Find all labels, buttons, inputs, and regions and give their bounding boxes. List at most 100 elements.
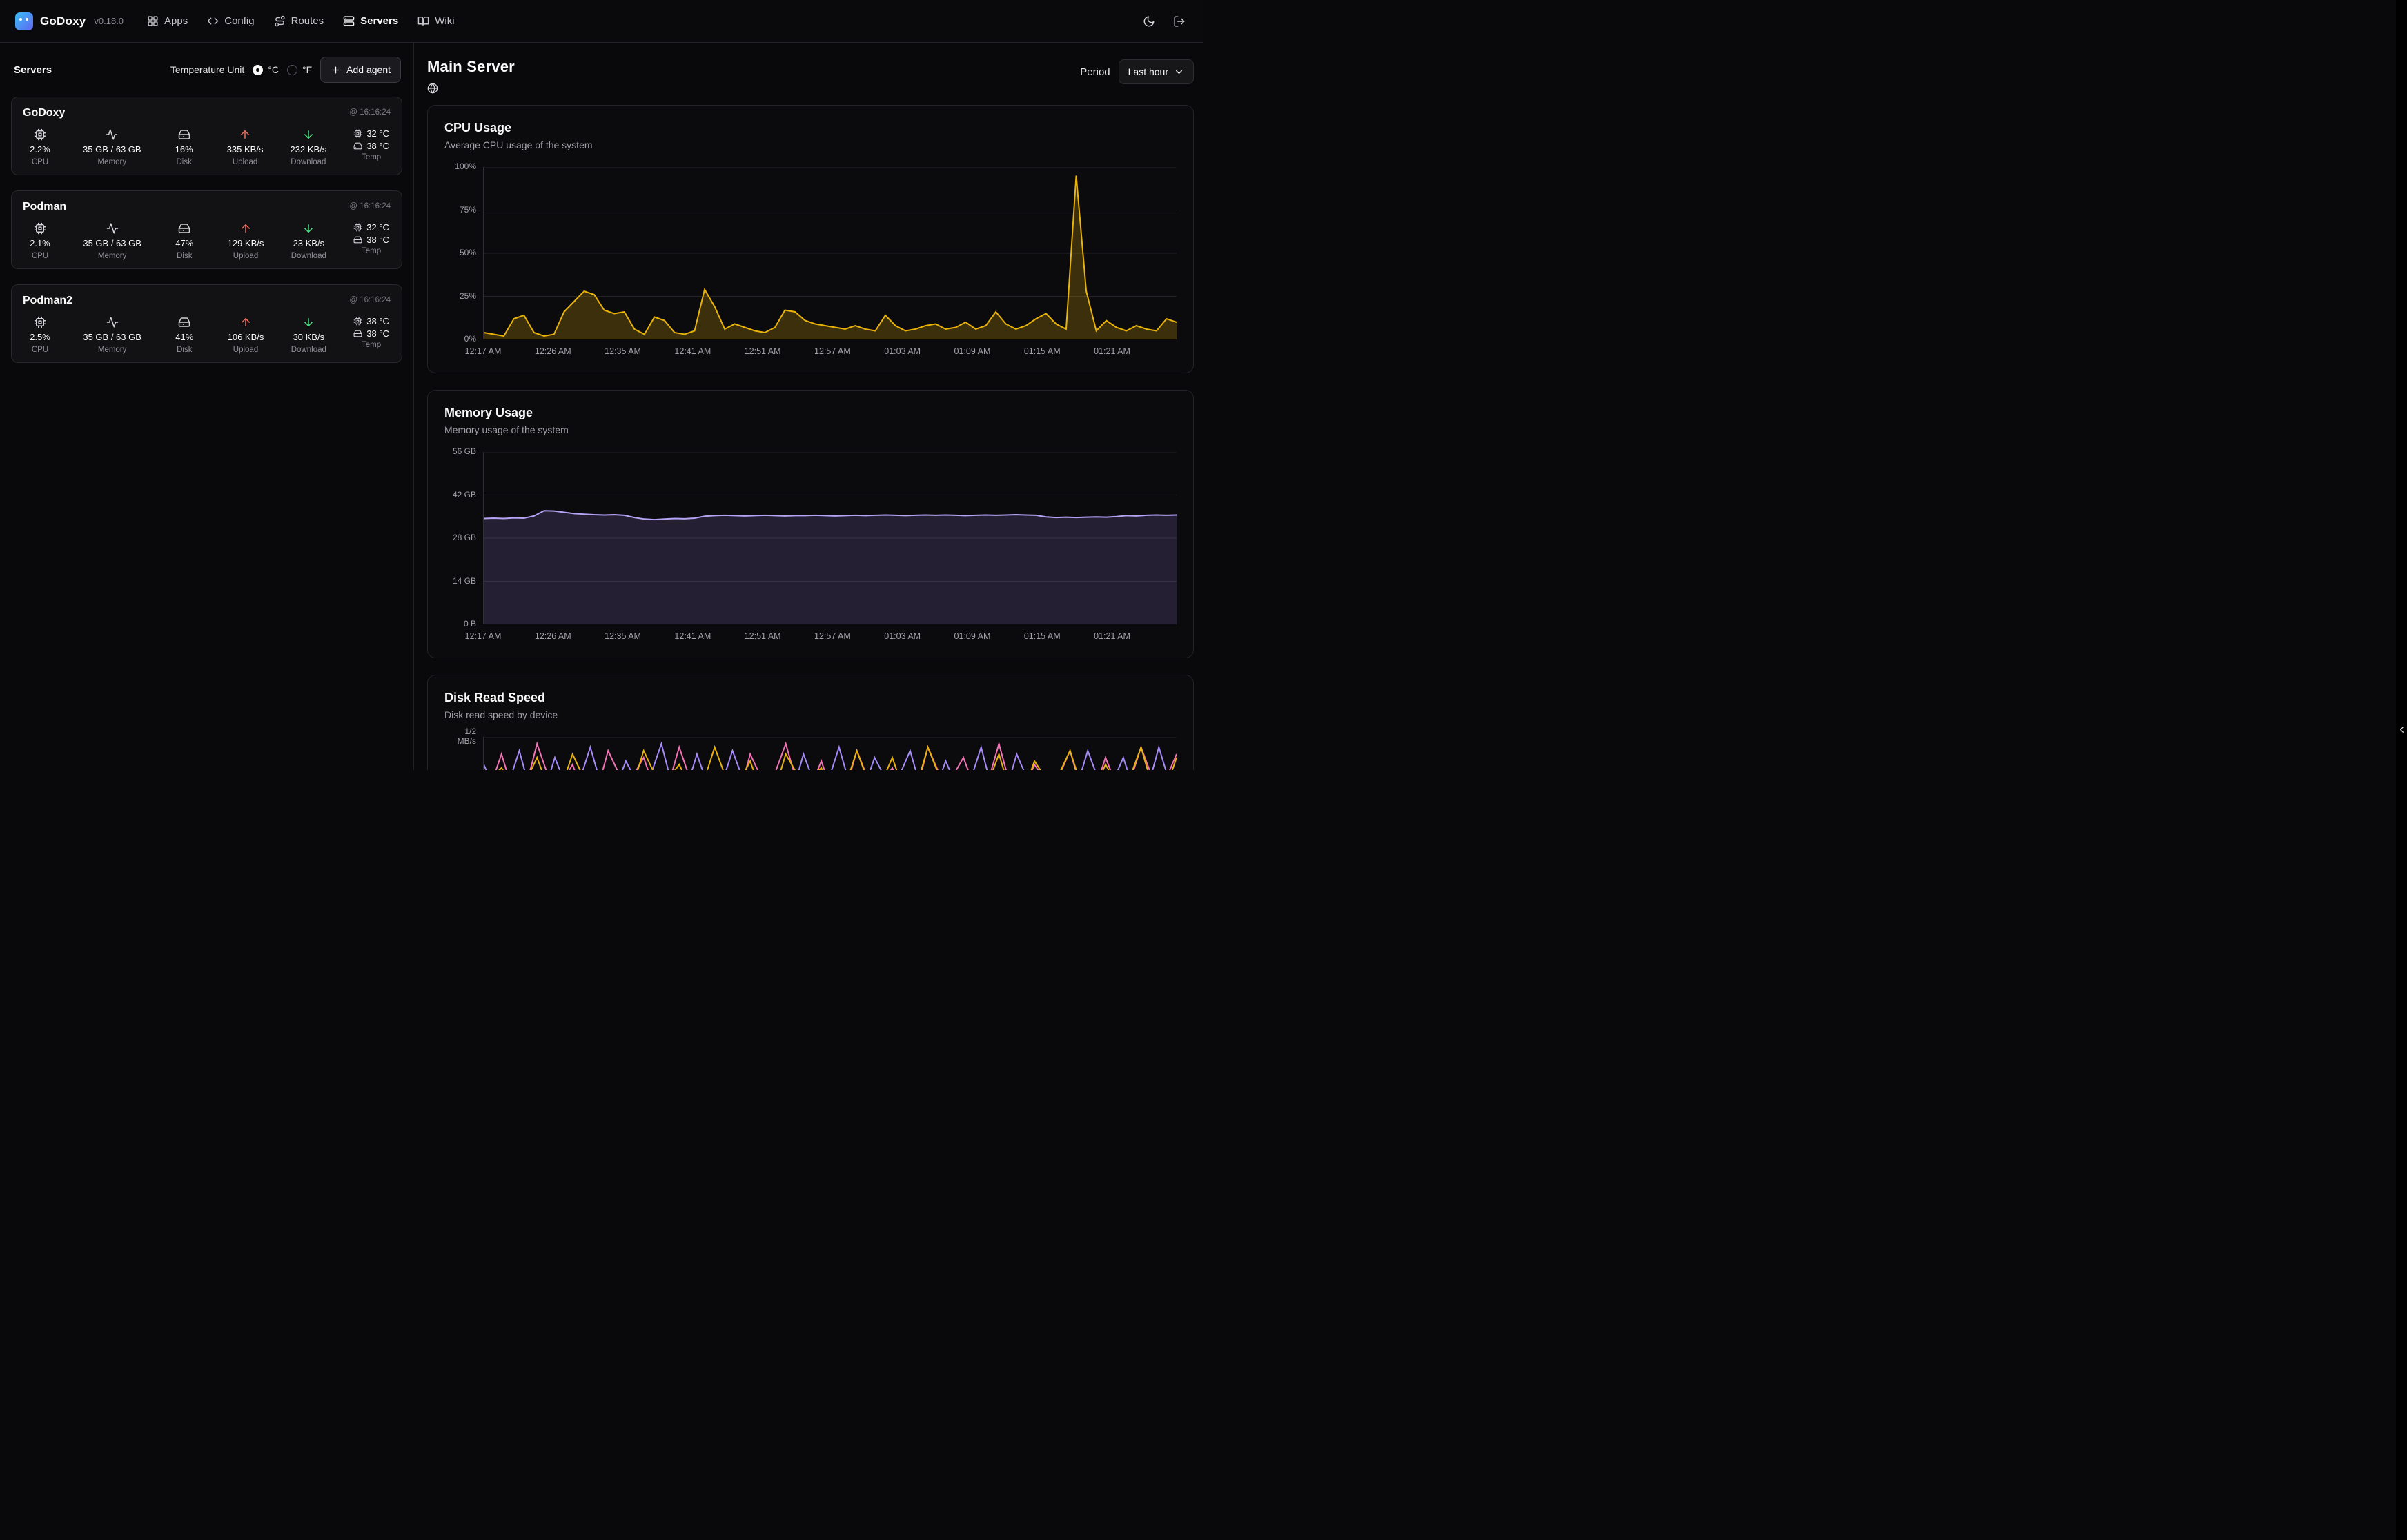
x-axis-label: 12:26 AM	[534, 631, 571, 641]
globe-icon[interactable]	[427, 83, 438, 94]
x-axis-label: 01:03 AM	[884, 346, 921, 356]
stat-value: 106 KB/s	[227, 332, 264, 342]
main-nav: Apps Config Routes Servers Wiki	[147, 15, 1143, 27]
x-axis-label: 12:41 AM	[674, 631, 711, 641]
stat-value: 2.2%	[30, 144, 50, 155]
stat-disk: 47% Disk	[168, 222, 200, 260]
series-area	[484, 175, 1177, 339]
period-label: Period	[1080, 66, 1110, 78]
stat-value: 335 KB/s	[226, 144, 264, 155]
y-axis-label: 50%	[459, 248, 476, 258]
stat-value: 23 KB/s	[293, 238, 325, 248]
navbar-actions	[1143, 15, 1186, 28]
chevron-down-icon	[1174, 67, 1184, 77]
stat-value: 2.5%	[30, 332, 50, 342]
collapse-panel-handle[interactable]	[2396, 724, 2407, 735]
x-axis-label: 12:51 AM	[744, 631, 781, 641]
stat-temperature: 32 °C 38 °C Temp	[353, 128, 389, 166]
nav-item-label: Routes	[291, 15, 324, 27]
temp-unit-fahrenheit-radio[interactable]: °F	[287, 64, 312, 75]
chart-title: CPU Usage	[444, 121, 512, 135]
sidebar-title: Servers	[14, 63, 52, 76]
nav-item-servers[interactable]: Servers	[343, 15, 398, 27]
godoxy-logo	[15, 12, 33, 30]
cpu-chip-icon	[353, 317, 362, 326]
app-title: GoDoxy	[40, 14, 86, 28]
stat-disk: 41% Disk	[168, 316, 200, 354]
arrow-down-icon	[302, 316, 315, 328]
add-agent-button[interactable]: Add agent	[320, 57, 401, 83]
server-card-podman[interactable]: Podman @ 16:16:24 2.1% CPU 35 GB / 63 GB	[11, 190, 402, 269]
cpu-chip-icon	[34, 128, 46, 141]
cpu-temp-value: 38 °C	[366, 316, 389, 326]
activity-icon	[106, 316, 119, 328]
y-axis-label: 100%	[455, 161, 476, 172]
app-version: v0.18.0	[94, 16, 124, 26]
nav-item-apps[interactable]: Apps	[147, 15, 188, 27]
nav-item-config[interactable]: Config	[207, 15, 255, 27]
x-axis-label: 12:57 AM	[814, 631, 851, 641]
server-name: Podman2	[23, 295, 73, 306]
nav-item-routes[interactable]: Routes	[274, 15, 324, 27]
y-axis-label: 56 GB	[452, 446, 476, 457]
celsius-label: °C	[268, 64, 279, 75]
server-name: Podman	[23, 201, 67, 213]
hard-drive-icon	[353, 329, 362, 338]
disk-temp-value: 38 °C	[366, 235, 389, 245]
stat-value: 232 KB/s	[290, 144, 327, 155]
arrow-up-icon	[239, 222, 252, 235]
top-navbar: GoDoxy v0.18.0 Apps Config Routes Server…	[0, 0, 1204, 43]
stat-value: 41%	[175, 332, 194, 342]
stat-label: Upload	[233, 252, 259, 260]
hard-drive-icon	[353, 141, 362, 150]
stat-download: 23 KB/s Download	[291, 222, 326, 260]
period-select[interactable]: Last hour	[1118, 59, 1194, 84]
y-axis: 100% 75% 50% 25% 0%	[444, 161, 483, 344]
right-collapse-strip	[2396, 0, 2407, 1540]
stat-cpu: 2.2% CPU	[24, 128, 56, 166]
code-icon	[207, 15, 219, 27]
stat-label: Temp	[362, 247, 382, 255]
stat-memory: 35 GB / 63 GB Memory	[83, 128, 141, 166]
x-axis-label: 01:21 AM	[1094, 631, 1130, 641]
y-axis-label: 75%	[459, 204, 476, 215]
stat-label: CPU	[31, 158, 49, 166]
servers-sidebar: Servers Temperature Unit °C °F Add agent	[0, 43, 414, 770]
y-axis-label: 1/2 MB/s	[457, 727, 476, 746]
stat-label: CPU	[31, 252, 49, 260]
y-axis-label: 14 GB	[452, 575, 476, 586]
x-axis-label: 01:15 AM	[1023, 631, 1061, 641]
x-axis-label: 12:51 AM	[744, 346, 781, 356]
theme-toggle-button[interactable]	[1143, 15, 1155, 28]
server-card-podman2[interactable]: Podman2 @ 16:16:24 2.5% CPU 35 GB / 63 G…	[11, 284, 402, 363]
disk-temp-value: 38 °C	[366, 141, 389, 151]
main-panel: Main Server Period Last hour CPU Usage A…	[414, 43, 1204, 770]
temperature-unit-label: Temperature Unit	[170, 64, 245, 75]
activity-icon	[106, 222, 119, 235]
temp-unit-celsius-radio[interactable]: °C	[253, 64, 279, 75]
cpu-chip-icon	[34, 316, 46, 328]
cpu-temp-value: 32 °C	[366, 222, 389, 233]
nav-item-label: Apps	[164, 15, 188, 27]
logout-icon	[1173, 15, 1186, 28]
page-title: Main Server	[427, 58, 515, 75]
nav-item-label: Servers	[360, 15, 399, 27]
series-area	[484, 511, 1177, 624]
series-line	[484, 511, 1177, 520]
x-axis-label: 12:26 AM	[534, 346, 571, 356]
stat-label: Download	[291, 346, 326, 354]
server-card-godoxy[interactable]: GoDoxy @ 16:16:24 2.2% CPU 35 GB / 63 GB	[11, 97, 402, 175]
nav-item-label: Wiki	[435, 15, 455, 27]
stat-value: 2.1%	[30, 238, 50, 248]
series-line	[484, 747, 1177, 770]
chart-subtitle: Average CPU usage of the system	[444, 139, 593, 150]
route-icon	[274, 15, 286, 27]
y-axis-label: 25%	[459, 290, 476, 301]
disk-read-speed-card: Disk Read Speed Disk read speed by devic…	[427, 675, 1194, 770]
logout-button[interactable]	[1173, 15, 1186, 28]
x-axis: 12:17 AM 12:26 AM 12:35 AM 12:41 AM 12:51 AM…	[465, 346, 1177, 357]
server-name: GoDoxy	[23, 107, 66, 119]
nav-item-wiki[interactable]: Wiki	[417, 15, 455, 27]
hard-drive-icon	[178, 316, 190, 328]
stat-memory: 35 GB / 63 GB Memory	[83, 222, 141, 260]
